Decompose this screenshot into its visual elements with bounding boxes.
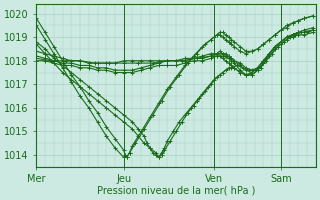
X-axis label: Pression niveau de la mer( hPa ): Pression niveau de la mer( hPa ) xyxy=(97,186,255,196)
